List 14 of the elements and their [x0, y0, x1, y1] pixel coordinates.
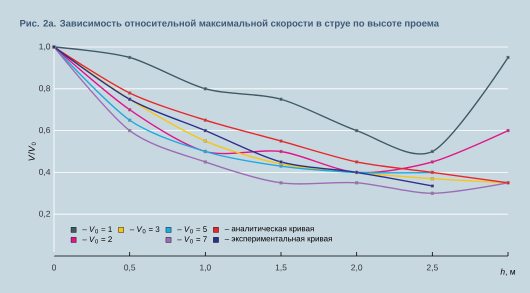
x-tick-label: 0: [52, 264, 56, 270]
x-tick-label: 2,0: [351, 264, 362, 272]
x-tick-label: 2,5: [426, 264, 438, 272]
x-axis-title: h, м: [500, 268, 516, 276]
y-tick-label: 0,6: [39, 127, 50, 134]
x-tick-label: 1,0: [200, 264, 211, 272]
y-tick-label: 0,8: [39, 85, 50, 92]
x-tick-label: 0,5: [124, 264, 136, 272]
chart-title: Рис. 2а. Зависимость относительной максимальной скорости в струе по высоте проема: [20, 19, 440, 29]
y-tick-label: 1,0: [39, 44, 50, 50]
y-tick-label: 0,2: [39, 210, 50, 218]
y-tick-label: 0,4: [39, 168, 50, 176]
x-tick-label: 1,5: [276, 264, 287, 272]
y-axis-title: V/V$_{0}$: [28, 142, 36, 161]
